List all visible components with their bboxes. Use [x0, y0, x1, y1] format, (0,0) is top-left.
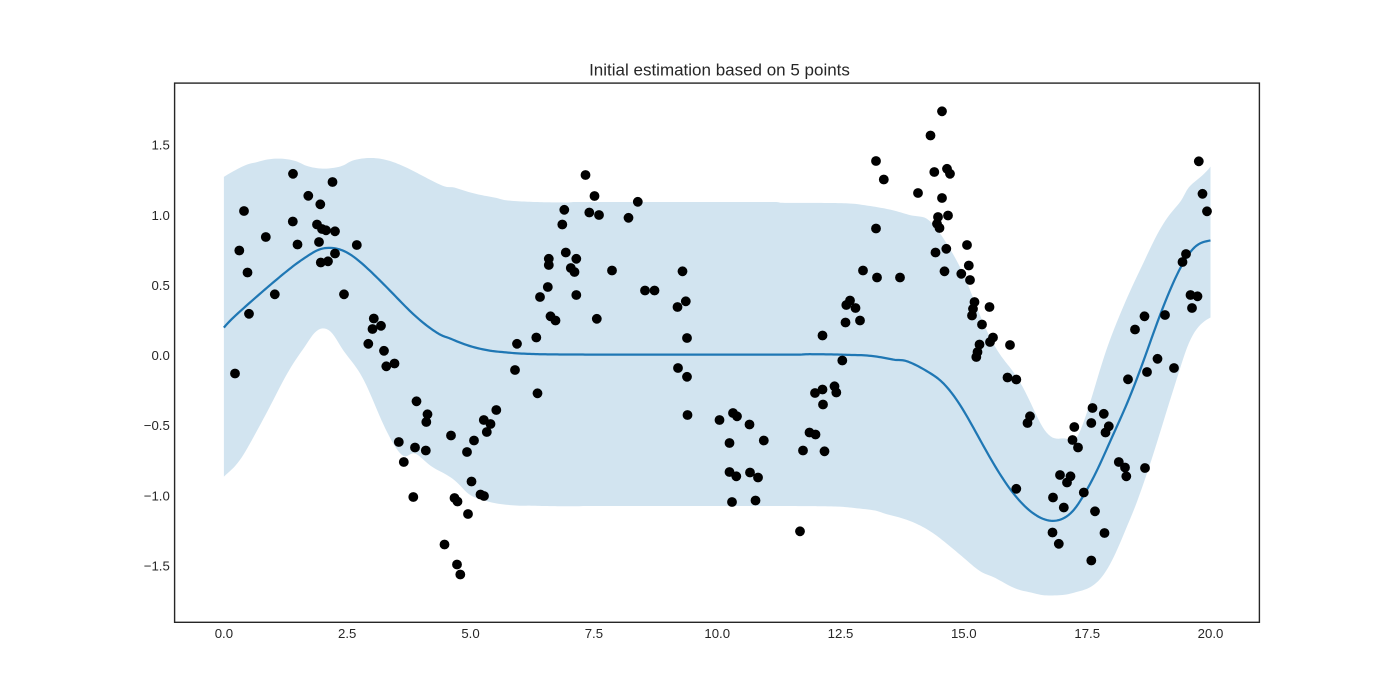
svg-text:1.5: 1.5 [151, 138, 169, 153]
svg-text:0.5: 0.5 [151, 278, 169, 293]
svg-text:0.0: 0.0 [215, 626, 233, 641]
svg-text:0.0: 0.0 [151, 348, 169, 363]
svg-text:−1.5: −1.5 [144, 558, 170, 573]
svg-text:−1.0: −1.0 [144, 488, 170, 503]
svg-text:−0.5: −0.5 [144, 418, 170, 433]
svg-text:7.5: 7.5 [585, 626, 603, 641]
svg-text:5.0: 5.0 [461, 626, 479, 641]
svg-text:15.0: 15.0 [951, 626, 977, 641]
svg-text:20.0: 20.0 [1198, 626, 1224, 641]
svg-text:1.0: 1.0 [151, 208, 169, 223]
svg-text:2.5: 2.5 [338, 626, 356, 641]
svg-text:12.5: 12.5 [828, 626, 854, 641]
svg-text:Initial estimation based on 5: Initial estimation based on 5 points [589, 60, 850, 79]
svg-text:17.5: 17.5 [1074, 626, 1100, 641]
svg-text:10.0: 10.0 [704, 626, 730, 641]
